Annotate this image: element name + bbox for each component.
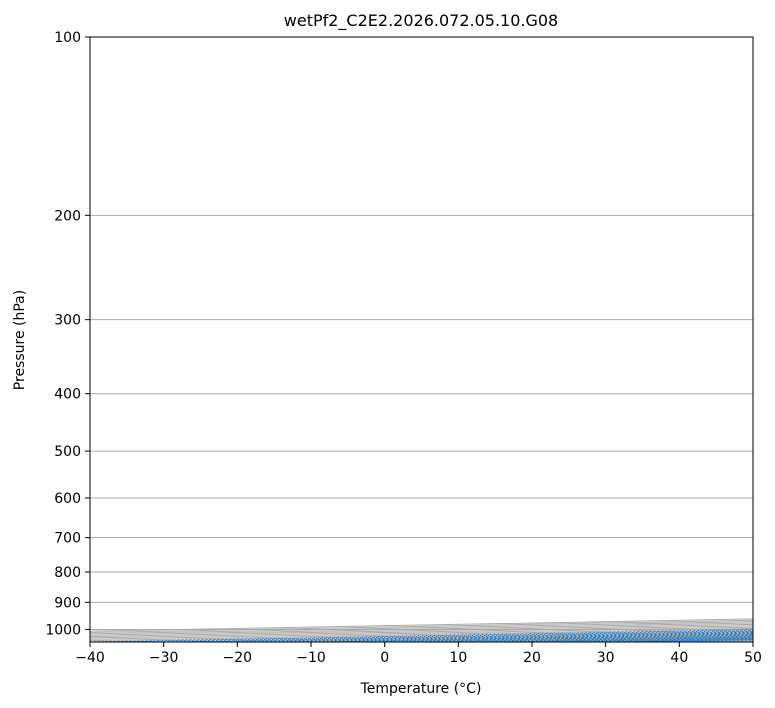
y-tick-label: 800 (54, 565, 81, 581)
y-axis-label: Pressure (hPa) (12, 290, 28, 390)
pressure-gridlines (90, 37, 753, 630)
x-tick-label: 50 (744, 650, 762, 666)
y-tick-label: 400 (54, 387, 81, 403)
isotherm-line (384, 634, 753, 642)
moist-adiabat-line (325, 633, 753, 642)
mixing-ratio-line (131, 629, 753, 642)
plot-area: -100-90-80-70-60-50-40-30-20-10010203040… (90, 37, 753, 642)
x-axis-label: Temperature (°C) (360, 681, 482, 697)
moist-adiabat-line (649, 639, 753, 642)
y-tick-label: 100 (54, 30, 81, 46)
moist-adiabat-line (443, 635, 753, 642)
x-tick-label: 10 (449, 650, 467, 666)
mixing-ratio-line (365, 634, 753, 642)
mixing-ratio-line (572, 638, 753, 642)
mixing-ratio-line (185, 630, 753, 642)
moist-adiabat-line (502, 636, 753, 642)
isotherm-line (310, 633, 753, 642)
isotherm-line (752, 641, 753, 642)
moist-adiabat-line (355, 633, 753, 642)
x-tick-label: 30 (597, 650, 615, 666)
moist-adiabat-line (738, 641, 753, 642)
moist-adiabat-line (384, 634, 753, 642)
isotherm-line (90, 625, 753, 639)
mixing-ratio-line (546, 637, 753, 642)
mixing-ratio-line (394, 634, 753, 642)
isotherm-line (163, 630, 753, 642)
y-tick-label: 600 (54, 491, 81, 507)
mixing-ratio-line (492, 636, 753, 642)
y-tick-label: 1000 (45, 622, 81, 638)
y-axis-ticks: 100 200 300 400 500 600 700 800 900 1000 (45, 30, 90, 638)
x-tick-label: −20 (223, 650, 253, 666)
x-axis-ticks: −40 −30 −20 −10 0 10 20 30 40 50 (75, 642, 762, 666)
isotherm-line (237, 631, 753, 642)
mixing-ratio-line (436, 635, 753, 642)
mixing-ratio-line (90, 628, 753, 642)
x-tick-label: −40 (75, 650, 105, 666)
isotherm-line (90, 627, 753, 642)
mixing-ratio-line (262, 632, 753, 642)
dry-adiabat-line (188, 630, 753, 642)
dry-adiabats (188, 630, 753, 642)
isotherm-line (90, 622, 753, 636)
dry-adiabat-line (711, 640, 753, 642)
isotherm-line (90, 621, 753, 635)
isotherm-line (679, 640, 753, 642)
mixing-ratio-line (599, 638, 753, 642)
y-tick-label: 200 (54, 208, 81, 224)
moist-adiabat-line (414, 635, 753, 642)
mixing-ratio-line (326, 633, 753, 642)
dry-adiabat-line (562, 637, 753, 642)
mixing-ratio-line (218, 631, 753, 642)
mixing-ratio-lines (90, 628, 753, 642)
y-tick-label: 500 (54, 444, 81, 460)
moist-adiabat-line (561, 637, 753, 642)
mixing-ratio-line (645, 639, 753, 642)
plot-frame (89, 36, 754, 643)
moist-adiabat-line (708, 640, 753, 642)
isotherm-line (90, 626, 753, 640)
x-tick-label: −30 (149, 650, 179, 666)
mixing-ratio-line (467, 636, 753, 642)
y-tick-label: 900 (54, 595, 81, 611)
mixing-ratio-line (299, 633, 753, 642)
moist-adiabat-line (473, 636, 753, 642)
mixing-ratio-line (522, 637, 753, 642)
x-tick-label: −10 (296, 650, 326, 666)
dry-adiabat-line (263, 632, 753, 642)
y-tick-label: 300 (54, 313, 81, 329)
moist-adiabat-line (679, 640, 753, 642)
dry-adiabat-line (338, 633, 753, 642)
x-tick-label: 20 (523, 650, 541, 666)
skewed-isotherms (90, 618, 753, 642)
chart-title: wetPf2_C2E2.2026.072.05.10.G08 (284, 11, 558, 31)
moist-adiabat-line (237, 631, 753, 642)
moist-adiabat-line (620, 638, 753, 642)
dry-adiabat-line (487, 636, 753, 642)
moist-adiabat-line (590, 638, 753, 642)
isotherm-line (531, 637, 753, 642)
isotherm-line (90, 623, 753, 638)
isotherm-line (458, 636, 753, 642)
isotherm-line (90, 629, 753, 642)
mixing-ratio-line (622, 638, 753, 642)
dry-adiabat-line (636, 639, 753, 642)
y-tick-label: 700 (54, 531, 81, 547)
moist-adiabat-line (531, 637, 753, 642)
isotherm-line (90, 619, 753, 633)
x-tick-label: 40 (670, 650, 688, 666)
moist-adiabat-line (266, 632, 753, 642)
dry-adiabat-line (412, 634, 753, 642)
isotherm-line (605, 638, 753, 642)
moist-adiabats (237, 631, 753, 642)
x-tick-label: 0 (380, 650, 389, 666)
isotherm-line (90, 618, 753, 632)
